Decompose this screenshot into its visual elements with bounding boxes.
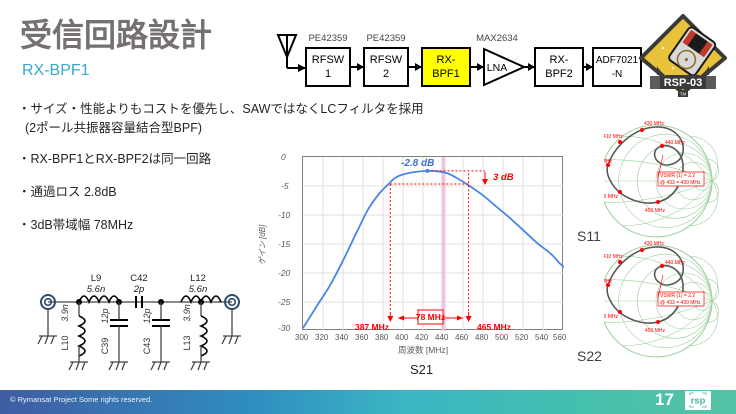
svg-text:430 MHz: 430 MHz xyxy=(644,121,665,127)
svg-text:5.6n: 5.6n xyxy=(87,284,106,295)
svg-text:VSWR (1) = 2.2: VSWR (1) = 2.2 xyxy=(660,173,695,179)
svg-text:PE42359: PE42359 xyxy=(308,33,347,44)
svg-text:@ 433 = 430 MHz: @ 433 = 430 MHz xyxy=(660,300,701,306)
svg-text:@ 433 = 430 MHz: @ 433 = 430 MHz xyxy=(660,180,701,186)
svg-text:C43: C43 xyxy=(142,338,152,355)
svg-text:L10: L10 xyxy=(60,335,70,350)
svg-text:BPF1: BPF1 xyxy=(432,68,460,80)
svg-text:L9: L9 xyxy=(91,273,102,284)
svg-text:PE42359: PE42359 xyxy=(366,33,405,44)
svg-text:VSWR (1) = 2.2: VSWR (1) = 2.2 xyxy=(660,293,695,299)
svg-text:12p: 12p xyxy=(142,308,152,323)
svg-text:ADF7021: ADF7021 xyxy=(596,55,639,66)
svg-text:TM: TM xyxy=(680,92,687,97)
svg-text:RFSW: RFSW xyxy=(370,54,403,66)
svg-text:rsp: rsp xyxy=(691,396,706,407)
svg-text:RX-: RX- xyxy=(550,54,569,66)
svg-text:465 MHz: 465 MHz xyxy=(477,322,511,331)
svg-text:3.9n: 3.9n xyxy=(60,304,70,322)
svg-text:450 MHz: 450 MHz xyxy=(645,208,666,214)
svg-text:12p: 12p xyxy=(100,308,110,323)
svg-text:440 MHz: 440 MHz xyxy=(665,140,686,146)
svg-text:387 MHz: 387 MHz xyxy=(592,159,613,165)
svg-text:410 MHz: 410 MHz xyxy=(603,134,624,140)
svg-text:450 MHz: 450 MHz xyxy=(645,328,666,334)
svg-text:RFSW: RFSW xyxy=(312,54,345,66)
svg-text:MAX2634: MAX2634 xyxy=(476,33,518,44)
svg-text:L13: L13 xyxy=(182,335,192,350)
svg-text:440 MHz: 440 MHz xyxy=(665,260,686,266)
svg-text:465 MHz: 465 MHz xyxy=(598,314,619,320)
svg-text:2: 2 xyxy=(383,68,389,80)
svg-text:410 MHz: 410 MHz xyxy=(603,254,624,260)
svg-text:2p: 2p xyxy=(133,284,145,295)
svg-text:465 MHz: 465 MHz xyxy=(598,194,619,200)
svg-text:5.6n: 5.6n xyxy=(189,284,208,295)
svg-text:3 dB: 3 dB xyxy=(493,172,514,183)
svg-text:C42: C42 xyxy=(130,273,147,284)
svg-text:387 MHz: 387 MHz xyxy=(592,279,613,285)
svg-text:387 MHz: 387 MHz xyxy=(355,322,389,331)
svg-text:430 MHz: 430 MHz xyxy=(644,241,665,247)
svg-text:78 MHz: 78 MHz xyxy=(416,312,445,322)
svg-text:-N: -N xyxy=(612,69,623,80)
svg-text:3.9n: 3.9n xyxy=(182,304,192,322)
svg-text:BPF2: BPF2 xyxy=(545,68,573,80)
svg-text:RSP-03: RSP-03 xyxy=(664,77,703,89)
svg-text:L12: L12 xyxy=(190,273,206,284)
svg-text:RX-: RX- xyxy=(437,54,456,66)
svg-text:C39: C39 xyxy=(100,338,110,355)
svg-text:1: 1 xyxy=(325,68,331,80)
svg-text:LNA: LNA xyxy=(487,62,507,74)
svg-text:-2.8 dB: -2.8 dB xyxy=(401,158,434,169)
